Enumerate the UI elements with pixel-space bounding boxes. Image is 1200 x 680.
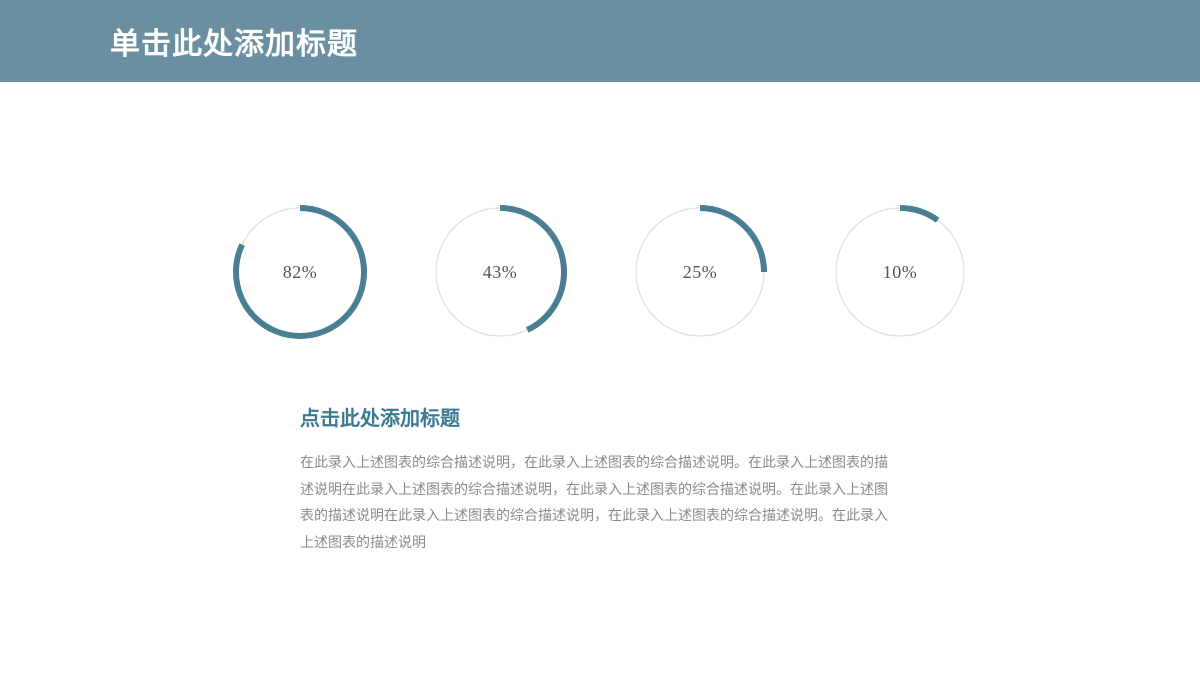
donut-svg-2 (630, 202, 770, 342)
content-block: 点击此处添加标题 在此录入上述图表的综合描述说明，在此录入上述图表的综合描述说明… (0, 402, 900, 555)
donut-svg-1 (430, 202, 570, 342)
donut-chart-3: 10% (830, 202, 970, 342)
donut-charts-row: 82% 43% 25% 10% (0, 202, 1200, 342)
header-bar: 单击此处添加标题 (0, 0, 1200, 82)
content-body[interactable]: 在此录入上述图表的综合描述说明，在此录入上述图表的综合描述说明。在此录入上述图表… (300, 449, 900, 555)
donut-svg-0 (230, 202, 370, 342)
content-subtitle[interactable]: 点击此处添加标题 (300, 402, 900, 431)
donut-chart-1: 43% (430, 202, 570, 342)
donut-chart-0: 82% (230, 202, 370, 342)
page-title[interactable]: 单击此处添加标题 (110, 19, 358, 63)
donut-svg-3 (830, 202, 970, 342)
donut-chart-2: 25% (630, 202, 770, 342)
